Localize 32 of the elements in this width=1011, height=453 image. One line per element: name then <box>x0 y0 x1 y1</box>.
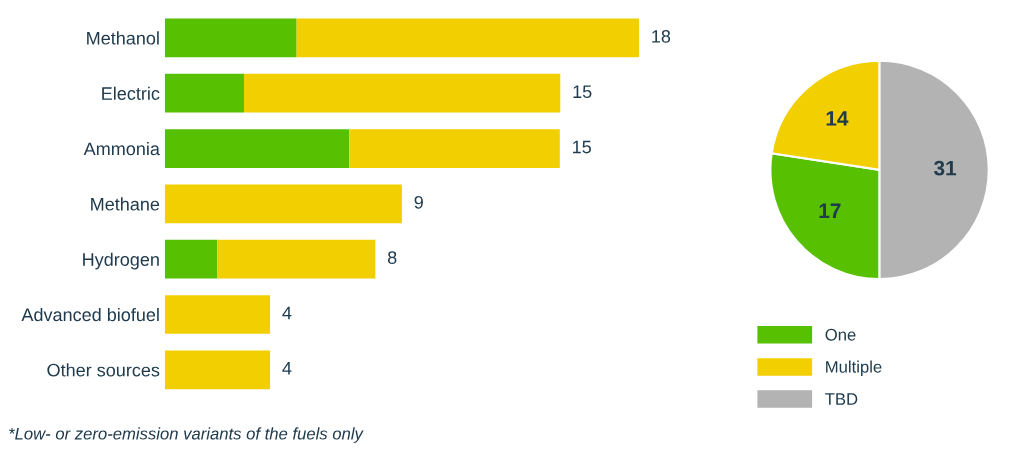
bar <box>349 129 560 168</box>
data-label: 17 <box>819 203 841 218</box>
bar <box>164 129 350 168</box>
annotation: 15 <box>573 140 591 154</box>
annotation: 9 <box>414 195 423 209</box>
annotation: 15 <box>573 85 592 99</box>
annotation: 18 <box>652 29 671 43</box>
legend-label: TBD <box>825 393 858 405</box>
annotation: 8 <box>387 251 397 265</box>
bar <box>164 350 271 390</box>
bar <box>217 239 376 279</box>
y-tick-label: Methane <box>91 197 160 211</box>
y-tick-label: Methanol <box>87 31 159 45</box>
y-tick-label: Advanced biofuel <box>21 307 159 322</box>
y-tick-label: Hydrogen <box>83 252 159 270</box>
annotation: 4 <box>282 306 292 320</box>
bar <box>164 73 244 113</box>
y-tick-label: Ammonia <box>83 141 160 156</box>
y-tick-label: Other sources <box>47 363 160 377</box>
data-label: 31 <box>933 160 957 176</box>
bar <box>296 18 639 58</box>
bar <box>164 184 402 224</box>
bar <box>164 18 297 58</box>
bar <box>164 239 218 279</box>
text: *Low- or zero-emission variants of the fuels only <box>9 427 364 443</box>
annotation: 4 <box>282 362 292 375</box>
bar <box>243 73 561 113</box>
legend-label: One <box>825 328 856 341</box>
y-tick-label: Electric <box>102 86 160 100</box>
bar <box>164 295 271 334</box>
data-label: 14 <box>826 111 849 126</box>
legend-label: Multiple <box>826 360 882 377</box>
